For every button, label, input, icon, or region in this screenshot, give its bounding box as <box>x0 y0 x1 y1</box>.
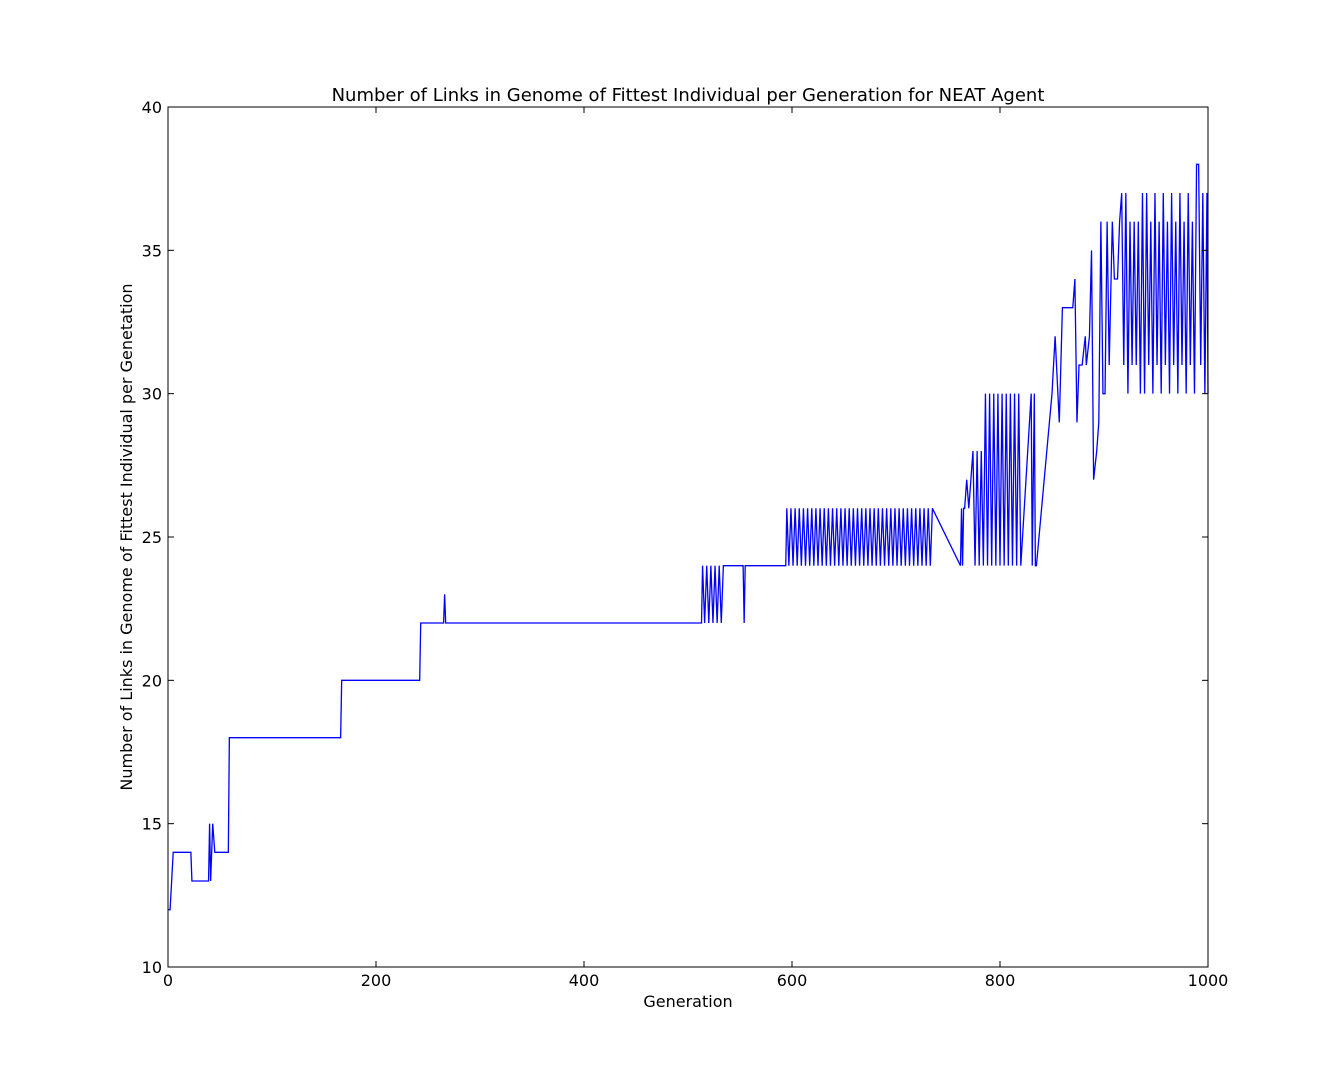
y-tick-label: 30 <box>142 385 162 404</box>
x-tick-label: 0 <box>163 971 173 990</box>
y-tick-label: 40 <box>142 98 162 117</box>
y-tick-label: 20 <box>142 671 162 690</box>
y-tick-label: 35 <box>142 241 162 260</box>
y-tick-label: 25 <box>142 528 162 547</box>
x-tick-label: 800 <box>985 971 1016 990</box>
x-tick-label: 200 <box>361 971 392 990</box>
data-line <box>168 163 1209 911</box>
y-tick-label: 10 <box>142 958 162 977</box>
x-tick-label: 600 <box>777 971 808 990</box>
chart-title: Number of Links in Genome of Fittest Ind… <box>332 85 1045 106</box>
x-axis-label: Generation <box>643 992 732 1011</box>
x-tick-label: 400 <box>569 971 600 990</box>
y-tick-label: 15 <box>142 815 162 834</box>
x-tick-label: 1000 <box>1188 971 1229 990</box>
y-axis-label: Number of Links in Genome of Fittest Ind… <box>117 283 136 790</box>
